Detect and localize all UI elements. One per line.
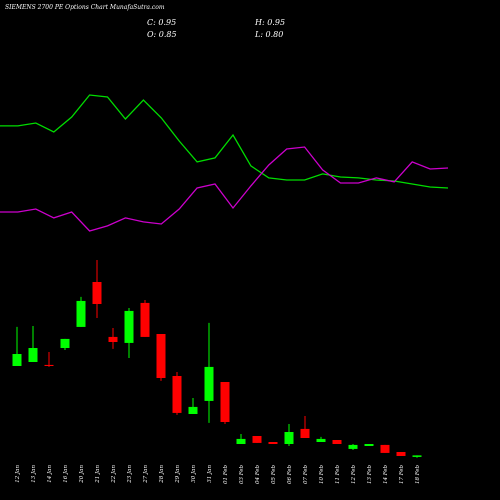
x-tick-label: 05 Feb [271, 465, 277, 485]
candle-body [92, 282, 102, 304]
candle-body [156, 334, 166, 378]
x-tick-label: 10 Feb [319, 465, 325, 485]
candle-body [172, 376, 182, 413]
candle-body [396, 452, 406, 456]
candle-body [300, 428, 310, 438]
x-tick-label: 14 Feb [383, 465, 389, 485]
candle-body [252, 436, 262, 443]
x-tick-label: 22 Jan [111, 465, 117, 484]
candle-body [220, 382, 230, 422]
candle-body [268, 442, 278, 444]
candle-body [60, 338, 70, 348]
low-label: L: 0.80 [254, 30, 283, 39]
candle-body [204, 366, 214, 401]
x-tick-label: 28 Jan [159, 465, 165, 484]
indicator-line [0, 146, 449, 232]
x-tick-label: 30 Jan [191, 465, 197, 483]
chart-title: SIEMENS 2700 PE Options Chart MunafaSutr… [5, 4, 165, 11]
open-label: O: 0.85 [147, 30, 177, 39]
x-tick-label: 18 Feb [415, 465, 421, 485]
x-tick-label: 06 Feb [287, 465, 293, 485]
x-tick-label: 01 Feb [223, 465, 229, 485]
x-tick-label: 21 Jan [95, 465, 101, 484]
candle-body [332, 440, 342, 444]
x-tick-label: 07 Feb [303, 465, 309, 485]
x-tick-label: 20 Jan [79, 465, 85, 484]
candle-body [108, 336, 118, 342]
x-tick-label: 03 Feb [239, 465, 245, 485]
candle-body [316, 438, 326, 442]
x-tick-label: 27 Jan [143, 465, 149, 484]
candle-body [348, 444, 358, 449]
candle-body [12, 354, 22, 366]
high-label: H: 0.95 [254, 18, 285, 27]
candle-body [380, 444, 390, 453]
x-tick-label: 13 Feb [367, 465, 373, 485]
candle-body [76, 300, 86, 327]
indicator-line [0, 94, 449, 189]
candle-body [140, 302, 150, 337]
x-tick-label: 17 Feb [399, 465, 405, 485]
close-label: C: 0.95 [147, 18, 176, 27]
x-tick-label: 04 Feb [255, 465, 261, 485]
candle-body [44, 364, 54, 366]
candle-body [188, 406, 198, 414]
candle-body [364, 444, 374, 446]
candle-body [124, 310, 134, 343]
x-tick-label: 12 Feb [351, 465, 357, 485]
x-tick-label: 29 Jan [175, 465, 181, 484]
x-tick-label: 31 Jan [207, 465, 213, 483]
x-tick-label: 11 Feb [335, 465, 341, 485]
x-tick-label: 12 Jan [15, 465, 21, 483]
x-tick-label: 16 Jan [63, 465, 69, 483]
candle-body [284, 432, 294, 444]
x-tick-label: 13 Jan [31, 465, 37, 483]
candle-body [236, 438, 246, 444]
x-tick-label: 14 Jan [47, 465, 53, 483]
candle-body [412, 455, 422, 457]
candle-body [28, 348, 38, 362]
x-tick-label: 23 Jan [127, 465, 133, 484]
